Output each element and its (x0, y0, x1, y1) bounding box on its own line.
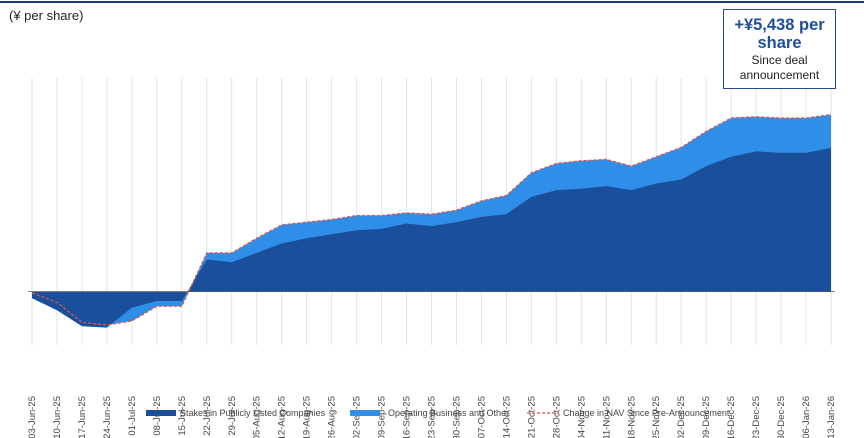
x-tick-label: 17-Jun-25 (77, 396, 88, 438)
x-tick-label: 06-Jan-26 (801, 396, 812, 438)
legend-swatch-1 (350, 410, 380, 416)
x-tick-label: 29-Jul-25 (227, 396, 238, 436)
x-tick-label: 14-Oct-25 (501, 396, 512, 438)
x-tick-label: 09-Sep-25 (377, 396, 388, 438)
legend-label: Stakes in Publicly Listed Companies (180, 408, 326, 418)
callout-announcement: announcement (739, 68, 820, 82)
y-unit-label: (¥ per share) (9, 8, 84, 23)
x-tick-label: 02-Dec-25 (676, 396, 687, 438)
x-tick-label: 05-Aug-25 (252, 396, 263, 438)
x-tick-label: 04-Nov-25 (576, 396, 587, 438)
x-tick-label: 01-Jul-25 (127, 396, 138, 436)
x-tick-label: 16-Sep-25 (402, 396, 413, 438)
series-nav-change-line (31, 113, 832, 326)
legend-swatch-0 (146, 410, 176, 416)
x-tick-label: 18-Nov-25 (626, 396, 637, 438)
x-tick-label: 23-Dec-25 (751, 396, 762, 438)
x-tick-label: 02-Sep-25 (352, 396, 363, 438)
x-tick-label: 09-Dec-25 (701, 396, 712, 438)
nav-change-callout: +¥5,438 per share Since deal announcemen… (723, 9, 836, 89)
x-tick-label: 13-Jan-26 (826, 396, 837, 438)
x-tick-label: 23-Sep-25 (427, 396, 438, 438)
x-tick-label: 30-Sep-25 (451, 396, 462, 438)
x-tick-label: 30-Dec-25 (776, 396, 787, 438)
callout-since: Since deal (751, 53, 808, 67)
x-tick-label: 12-Aug-25 (277, 396, 288, 438)
x-tick-label: 22-Jul-25 (202, 396, 213, 436)
x-tick-label: 28-Oct-25 (551, 396, 562, 438)
x-tick-label: 26-Aug-25 (327, 396, 338, 438)
x-tick-label: 19-Aug-25 (302, 396, 313, 438)
callout-headline: +¥5,438 per share (734, 16, 825, 52)
x-tick-label: 21-Oct-25 (526, 396, 537, 438)
series-listed-stakes-area (32, 147, 831, 328)
x-tick-label: 11-Nov-25 (601, 396, 612, 438)
x-tick-label: 16-Dec-25 (726, 396, 737, 438)
x-tick-label: 15-Jul-25 (177, 396, 188, 436)
header-rule (0, 1, 864, 3)
x-tick-label: 24-Jun-25 (102, 396, 113, 438)
x-tick-label: 03-Jun-25 (27, 396, 38, 438)
legend-label: Operating Business and Other (388, 408, 509, 418)
legend-label: Change in NAV Since Pre-Announcement (563, 408, 730, 418)
x-tick-label: 25-Nov-25 (651, 396, 662, 438)
x-tick-label: 07-Oct-25 (476, 396, 487, 438)
x-tick-label: 10-Jun-25 (52, 396, 63, 438)
